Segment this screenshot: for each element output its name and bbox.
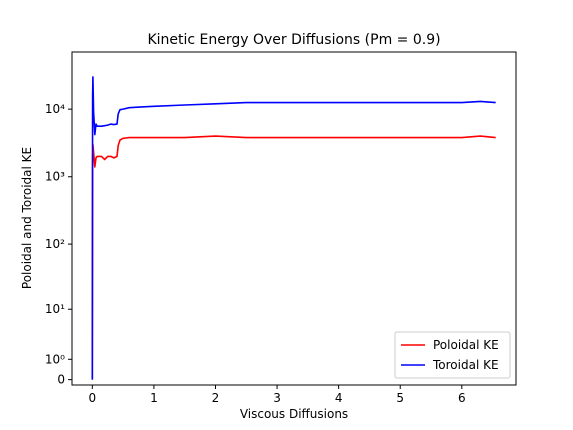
x-axis: 0 1 2 3 4 5 6 xyxy=(89,385,466,405)
y-tick-label: 10³ xyxy=(45,170,65,184)
y-axis-label: Poloidal and Toroidal KE xyxy=(20,147,34,289)
legend: Poloidal KE Toroidal KE xyxy=(394,331,511,379)
x-tick-label: 3 xyxy=(273,391,281,405)
x-tick-label: 5 xyxy=(396,391,404,405)
series-layer xyxy=(91,76,496,380)
y-tick-label: 10⁰ xyxy=(45,352,65,366)
x-axis-label: Viscous Diffusions xyxy=(240,407,348,421)
legend-box xyxy=(394,331,511,379)
legend-label-toroidal: Toroidal KE xyxy=(432,358,499,372)
x-tick-label: 1 xyxy=(150,391,158,405)
legend-label-poloidal: Poloidal KE xyxy=(433,338,499,352)
series-line-1 xyxy=(91,76,496,380)
y-axis: 0 10⁰ 10¹ 10² 10³ 10⁴ xyxy=(45,102,72,387)
x-tick-label: 0 xyxy=(89,391,97,405)
series-line-0 xyxy=(91,135,496,380)
y-tick-label: 10¹ xyxy=(45,302,65,316)
x-tick-label: 2 xyxy=(212,391,220,405)
plot-frame xyxy=(71,51,517,386)
y-tick-label: 10⁴ xyxy=(45,102,65,116)
x-tick-label: 4 xyxy=(335,391,343,405)
x-tick-label: 6 xyxy=(458,391,466,405)
chart-title: Kinetic Energy Over Diffusions (Pm = 0.9… xyxy=(147,32,440,48)
y-tick-label: 10² xyxy=(45,237,65,251)
y-tick-label: 0 xyxy=(57,373,65,387)
